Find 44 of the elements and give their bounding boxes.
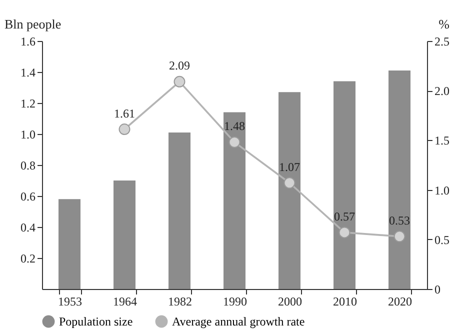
y-tick-label: 1.6 — [20, 34, 36, 48]
data-label: 1.07 — [279, 160, 300, 174]
bar — [388, 70, 410, 289]
point — [284, 177, 296, 189]
data-label: 1.48 — [224, 119, 245, 134]
y2-axis-title: % — [438, 16, 450, 32]
x-tick-label: 2010 — [333, 294, 357, 308]
point — [338, 226, 350, 238]
y-tick-label: 1.4 — [20, 66, 36, 80]
point — [118, 124, 130, 136]
y2-tick-label: 1.5 — [434, 134, 450, 148]
y2-tick-label: 2.5 — [434, 34, 450, 48]
x-tick-label: 1982 — [168, 294, 192, 308]
data-label: 0.57 — [334, 209, 355, 224]
point — [228, 136, 240, 148]
y-tick-label: 0.2 — [20, 252, 36, 266]
y2-tick-label: 1.0 — [434, 183, 450, 198]
data-label: 1.61 — [114, 106, 135, 120]
legend-label: Population size — [59, 314, 133, 329]
data-label: 2.09 — [169, 58, 190, 73]
y2-tick-label: 0.5 — [434, 232, 450, 247]
x-tick-label: 1990 — [223, 294, 247, 308]
y2-tick-label: 2.0 — [434, 84, 450, 98]
point — [174, 76, 186, 88]
x-tick-label: 1953 — [58, 294, 82, 308]
point — [394, 230, 406, 242]
bar — [58, 199, 80, 289]
y-tick-label: 1.0 — [20, 128, 36, 142]
x-tick-label: 2000 — [278, 294, 302, 308]
y-tick-label: 0.4 — [20, 220, 36, 234]
y-tick-label: 0.6 — [20, 190, 36, 204]
x-tick-label: 2020 — [388, 294, 412, 308]
y-axis-title: Bln people — [4, 16, 62, 32]
x-tick-label: 1964 — [113, 294, 137, 308]
data-label: 0.53 — [389, 213, 410, 228]
y-tick-label: 1.2 — [20, 96, 36, 110]
legend-label: Average annual growth rate — [172, 314, 305, 329]
y2-tick-label: 0 — [434, 282, 440, 296]
bar — [168, 132, 190, 289]
bar — [114, 180, 136, 289]
bar — [334, 81, 356, 289]
y-tick-label: 0.8 — [20, 158, 36, 172]
bar — [224, 112, 246, 289]
bar — [278, 92, 300, 289]
